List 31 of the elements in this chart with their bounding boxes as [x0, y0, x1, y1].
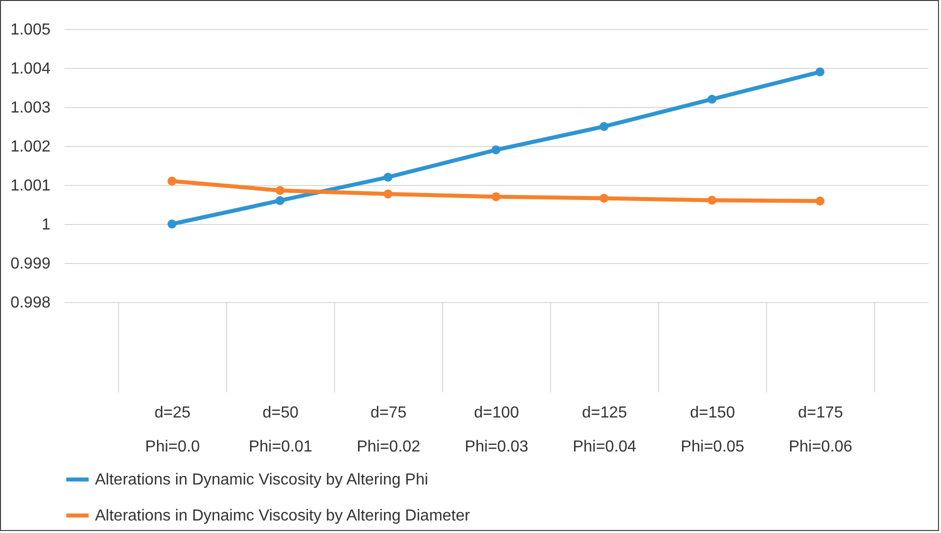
point: [276, 186, 284, 195]
point: [600, 122, 608, 131]
y-tick-label: 1.003: [10, 100, 51, 116]
point: [816, 196, 824, 206]
y-tick-label: 0.998: [10, 294, 51, 312]
point: [168, 176, 176, 186]
x-tick-label: d=150 Phi=0.05: [680, 404, 744, 456]
y-tick-label: 1: [42, 216, 51, 234]
point: [708, 94, 716, 104]
x-tick-label: d=175 Phi=0.06: [788, 404, 852, 456]
point: [600, 194, 608, 203]
y-tick-label: 1.004: [10, 60, 51, 78]
x-tick-label: d=100 Phi=0.03: [464, 404, 528, 456]
point: [492, 192, 500, 202]
x-tick-label: d=50 Phi=0.01: [248, 404, 312, 456]
point: [384, 190, 392, 198]
x-tick-label: d=125 Phi=0.04: [572, 404, 636, 456]
point: [816, 67, 824, 76]
x-tick-label: d=75 Phi=0.02: [356, 404, 420, 456]
point: [168, 220, 176, 228]
y-tick-label: 0.999: [10, 256, 51, 272]
legend-label: Alterations in Dynaimc Viscosity by Altering Diameter: [95, 508, 471, 524]
x-tick-label: d=25 Phi=0.0: [145, 404, 200, 456]
y-tick-label: 1.002: [10, 138, 51, 156]
point: [492, 145, 500, 154]
legend-label: Alterations in Dynamic Viscosity by Altering Phi: [95, 472, 428, 488]
y-tick-label: 1.001: [10, 178, 51, 194]
point: [276, 196, 284, 206]
y-tick-label: 1.005: [10, 22, 51, 38]
point: [708, 196, 716, 205]
point: [384, 172, 392, 182]
